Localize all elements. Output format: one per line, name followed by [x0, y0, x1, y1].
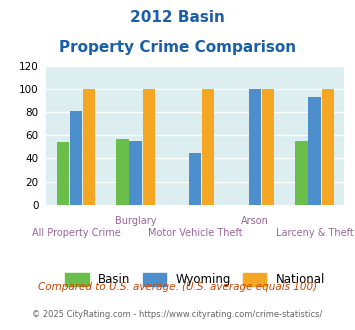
Text: Burglary: Burglary: [115, 216, 156, 226]
Text: Compared to U.S. average. (U.S. average equals 100): Compared to U.S. average. (U.S. average …: [38, 282, 317, 292]
Text: Larceny & Theft: Larceny & Theft: [275, 228, 354, 238]
Bar: [189, 152, 201, 205]
Bar: [83, 89, 95, 205]
Text: Motor Vehicle Theft: Motor Vehicle Theft: [148, 228, 242, 238]
Text: Arson: Arson: [241, 216, 269, 226]
Bar: [295, 141, 307, 205]
Text: 2012 Basin: 2012 Basin: [130, 10, 225, 25]
Bar: [202, 89, 214, 205]
Text: © 2025 CityRating.com - https://www.cityrating.com/crime-statistics/: © 2025 CityRating.com - https://www.city…: [32, 310, 323, 319]
Bar: [130, 141, 142, 205]
Text: All Property Crime: All Property Crime: [32, 228, 120, 238]
Bar: [308, 97, 321, 205]
Bar: [249, 89, 261, 205]
Legend: Basin, Wyoming, National: Basin, Wyoming, National: [61, 269, 330, 291]
Bar: [143, 89, 155, 205]
Text: Property Crime Comparison: Property Crime Comparison: [59, 40, 296, 54]
Bar: [57, 142, 69, 205]
Bar: [322, 89, 334, 205]
Bar: [116, 139, 129, 205]
Bar: [262, 89, 274, 205]
Bar: [70, 111, 82, 205]
